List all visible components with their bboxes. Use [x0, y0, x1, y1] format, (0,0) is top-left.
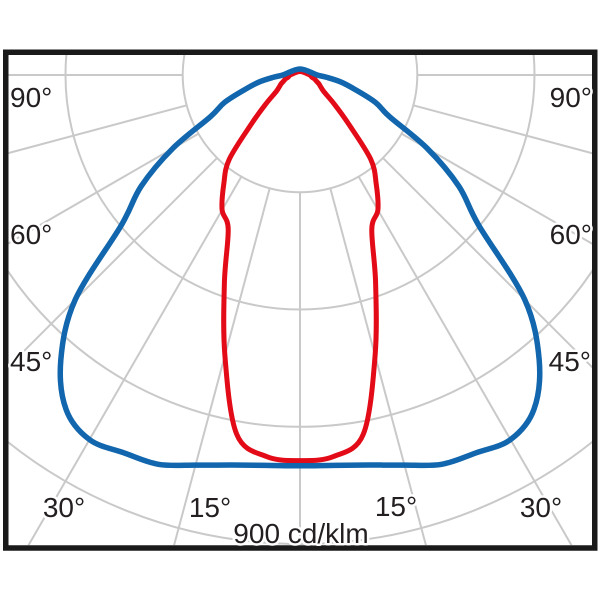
grid-radial-line--75deg: [8, 104, 187, 155]
angle-label-right-30: 30°: [520, 492, 562, 523]
curve-wide-distribution: [57, 66, 543, 469]
angle-label-right-45: 45°: [549, 346, 591, 377]
curve-narrow-distribution: [219, 69, 381, 464]
angle-label-right-90: 90°: [550, 82, 592, 113]
angle-label-left-15: 15°: [189, 492, 231, 523]
scale-caption-cd-klm: 900 cd/klm: [233, 518, 368, 549]
angle-label-left-90: 90°: [10, 82, 52, 113]
grid-radial-line-45deg: [382, 157, 592, 369]
angle-label-right-60: 60°: [550, 219, 592, 250]
angle-label-right-15: 15°: [375, 491, 417, 522]
intensity-curves: [57, 66, 543, 469]
grid-radial-line-75deg: [413, 104, 592, 155]
angle-label-left-30: 30°: [43, 492, 85, 523]
angle-labels: 90° 60° 45° 30° 15° 90° 60° 45° 30° 15°: [8, 80, 595, 526]
angle-label-left-60: 60°: [10, 219, 52, 250]
grid-radial-line--60deg: [8, 132, 200, 245]
grid-radial-line--45deg: [8, 157, 218, 368]
grid-radial-line-15deg: [329, 188, 427, 545]
plot-frame: [3, 49, 598, 551]
angle-label-left-45: 45°: [10, 346, 52, 377]
grid-radial-line-60deg: [400, 132, 592, 245]
grid-radial-line--15deg: [173, 188, 271, 545]
